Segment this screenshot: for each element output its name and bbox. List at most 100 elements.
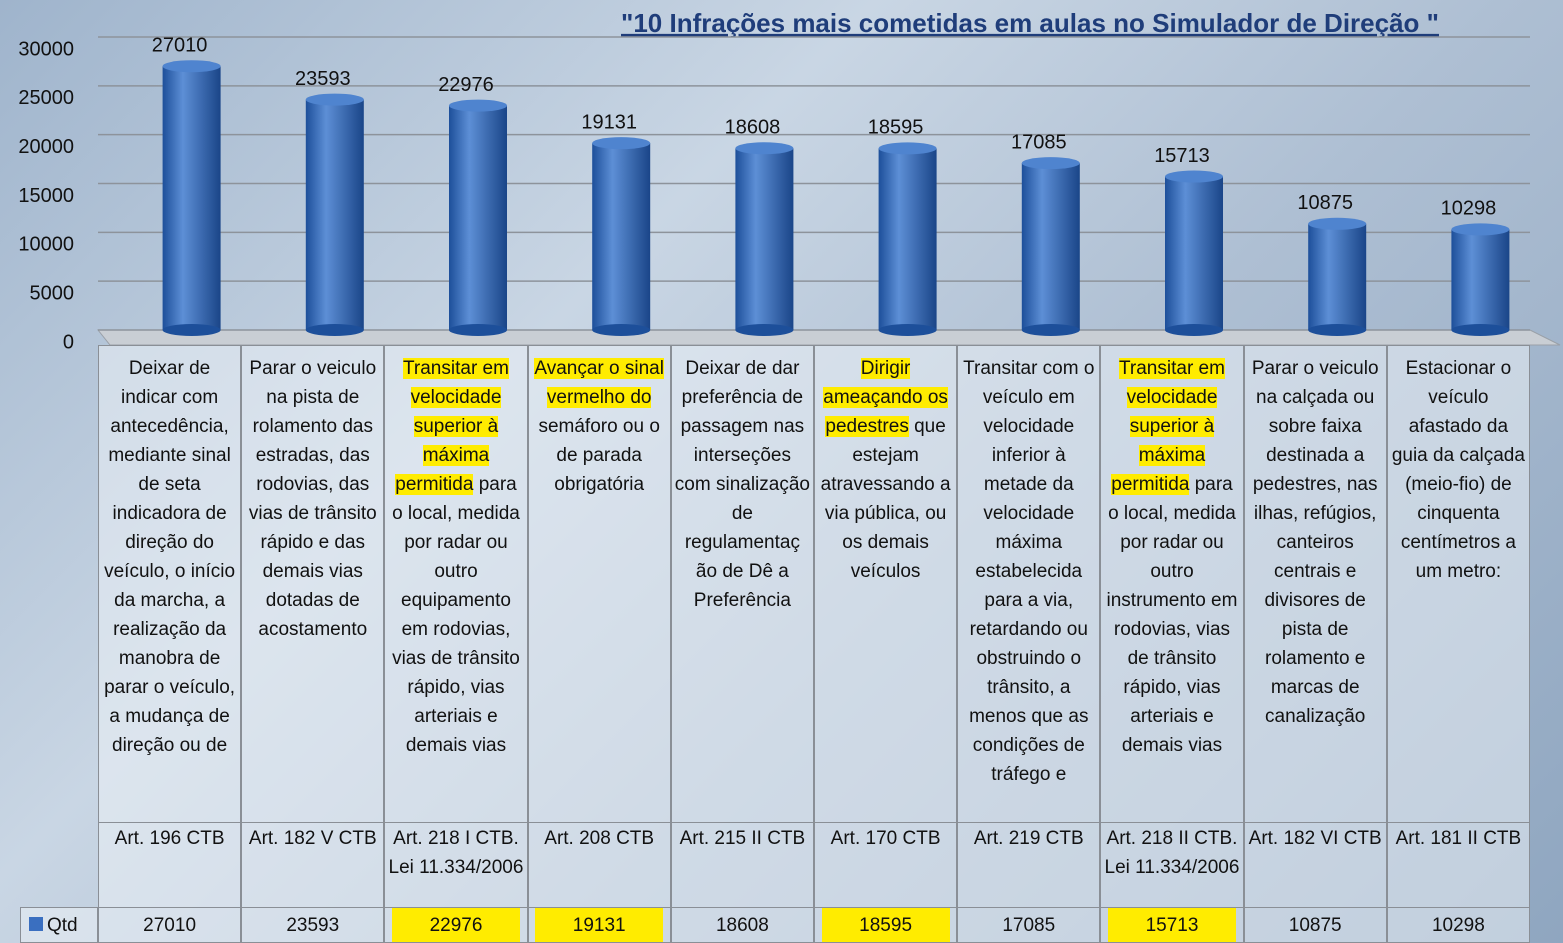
value-text: 19131 xyxy=(535,908,663,943)
value-label: 27010 xyxy=(152,34,208,56)
bar-base xyxy=(1022,324,1080,336)
bar xyxy=(306,100,364,330)
description-cell: Transitar em velocidade superior à máxim… xyxy=(1100,345,1243,823)
bar-base xyxy=(163,324,221,336)
value-cell: 18595 xyxy=(814,907,957,943)
bar-base xyxy=(592,324,650,336)
description-text: Parar o veiculo na calçada ou sobre faix… xyxy=(1252,358,1379,727)
bar-cap xyxy=(1308,218,1366,230)
description-cell: Avançar o sinal vermelho do semáforo ou … xyxy=(528,345,671,823)
y-tick-label: 20000 xyxy=(18,136,74,158)
y-tick-label: 10000 xyxy=(18,234,74,256)
description-text: para o local, medida por radar ou outro … xyxy=(1107,474,1238,756)
y-tick-label: 15000 xyxy=(18,185,74,207)
bar-cap xyxy=(449,100,507,112)
category-cell: Art. 182 VI CTB xyxy=(1244,822,1387,908)
value-cell: 18608 xyxy=(671,907,814,943)
value-text: 23593 xyxy=(249,908,377,943)
bar xyxy=(449,106,507,330)
value-text: 17085 xyxy=(965,908,1093,943)
bar-base xyxy=(1308,324,1366,336)
category-cell: Art. 182 V CTB xyxy=(241,822,384,908)
bar-cap xyxy=(306,94,364,106)
legend-cell: Qtd xyxy=(20,907,98,943)
bar xyxy=(1451,229,1509,330)
bar-base xyxy=(1451,324,1509,336)
category-label: Art. 218 I CTB. Lei 11.334/2006 xyxy=(389,828,524,878)
description-cell: Transitar com o veículo em velocidade in… xyxy=(957,345,1100,823)
description-cell: Parar o veiculo na calçada ou sobre faix… xyxy=(1244,345,1387,823)
value-cell: 19131 xyxy=(528,907,671,943)
bar xyxy=(1308,224,1366,330)
value-label: 18608 xyxy=(725,117,781,139)
value-label: 23593 xyxy=(295,68,351,90)
category-label: Art. 181 II CTB xyxy=(1396,828,1522,849)
value-label: 15713 xyxy=(1154,145,1210,167)
highlight-text: Avançar o sinal vermelho do xyxy=(534,358,664,408)
description-text: Deixar de indicar com antecedência, medi… xyxy=(104,358,235,756)
value-cell: 10298 xyxy=(1387,907,1530,943)
bar-base xyxy=(735,324,793,336)
bar xyxy=(592,143,650,330)
category-label: Art. 215 II CTB xyxy=(680,828,806,849)
category-cell: Art. 215 II CTB xyxy=(671,822,814,908)
value-text: 18595 xyxy=(822,908,950,943)
description-text: que estejam atravessando a via pública, … xyxy=(821,416,951,582)
bar xyxy=(879,148,937,330)
category-cell: Art. 208 CTB xyxy=(528,822,671,908)
value-label: 18595 xyxy=(868,117,924,139)
y-tick-label: 30000 xyxy=(18,38,74,60)
category-label: Art. 182 V CTB xyxy=(249,828,377,849)
description-text: para o local, medida por radar ou outro … xyxy=(392,474,520,756)
bar-cap xyxy=(1022,157,1080,169)
category-cell: Art. 219 CTB xyxy=(957,822,1100,908)
description-text: Estacionar o veículo afastado da guia da… xyxy=(1392,358,1525,582)
description-cell: Transitar em velocidade superior à máxim… xyxy=(384,345,527,823)
bar-cap xyxy=(592,137,650,149)
value-text: 15713 xyxy=(1108,908,1236,943)
description-text: Transitar com o veículo em velocidade in… xyxy=(963,358,1094,785)
bar-cap xyxy=(879,142,937,154)
description-cell: Estacionar o veículo afastado da guia da… xyxy=(1387,345,1530,823)
value-label: 22976 xyxy=(438,74,494,96)
value-text: 22976 xyxy=(392,908,520,943)
category-cell: Art. 170 CTB xyxy=(814,822,957,908)
value-cell: 23593 xyxy=(241,907,384,943)
legend-label: Qtd xyxy=(47,915,78,936)
description-cell: Deixar de indicar com antecedência, medi… xyxy=(98,345,241,823)
value-cell: 15713 xyxy=(1100,907,1243,943)
bar-base xyxy=(879,324,937,336)
category-cell: Art. 218 I CTB. Lei 11.334/2006 xyxy=(384,822,527,908)
value-text: 18608 xyxy=(678,908,806,943)
bar xyxy=(735,148,793,330)
value-label: 17085 xyxy=(1011,131,1067,153)
y-tick-label: 25000 xyxy=(18,87,74,109)
bar xyxy=(1165,177,1223,330)
y-tick-label: 5000 xyxy=(30,282,75,304)
description-text: semáforo ou o de parada obrigatória xyxy=(538,416,659,495)
bar-base xyxy=(306,324,364,336)
category-cell: Art. 196 CTB xyxy=(98,822,241,908)
value-cell: 17085 xyxy=(957,907,1100,943)
y-tick-label: 0 xyxy=(63,331,74,353)
description-cell: Dirigir ameaçando os pedestres que estej… xyxy=(814,345,957,823)
category-label: Art. 170 CTB xyxy=(831,828,941,849)
value-text: 10298 xyxy=(1394,908,1522,943)
description-cell: Deixar de dar preferência de passagem na… xyxy=(671,345,814,823)
category-cell: Art. 181 II CTB xyxy=(1387,822,1530,908)
page: "10 Infrações mais cometidas em aulas no… xyxy=(0,0,1563,943)
value-label: 10875 xyxy=(1297,192,1353,214)
bar-cap xyxy=(163,60,221,72)
value-cell: 27010 xyxy=(98,907,241,943)
value-label: 10298 xyxy=(1441,198,1497,220)
category-cell: Art. 218 II CTB. Lei 11.334/2006 xyxy=(1100,822,1243,908)
bar-base xyxy=(449,324,507,336)
value-text: 27010 xyxy=(106,908,234,943)
description-text: Deixar de dar preferência de passagem na… xyxy=(675,358,810,611)
value-cell: 10875 xyxy=(1244,907,1387,943)
value-text: 10875 xyxy=(1251,908,1379,943)
category-label: Art. 182 VI CTB xyxy=(1249,828,1382,849)
category-label: Art. 219 CTB xyxy=(974,828,1084,849)
chart-title: "10 Infrações mais cometidas em aulas no… xyxy=(621,8,1439,38)
bar-cap xyxy=(735,142,793,154)
